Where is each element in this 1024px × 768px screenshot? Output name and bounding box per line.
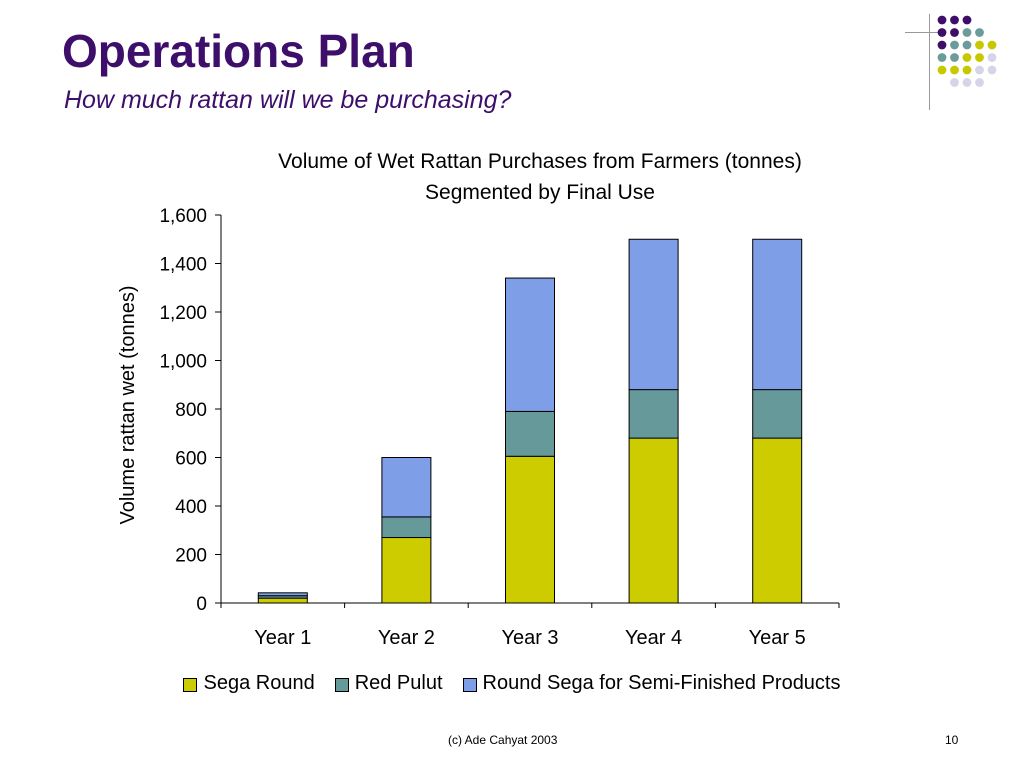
chart-legend: Sega Round Red Pulut Round Sega for Semi-F…: [0, 672, 1024, 695]
bar-segment-round-sega-for-semi-finished-products: [381, 457, 432, 518]
bar-segment-round-sega-for-semi-finished-products: [505, 277, 555, 412]
bar-segment-round-sega-for-semi-finished-products: [257, 592, 308, 597]
legend-label: Red Pulut: [354, 672, 443, 694]
decorative-dot: [950, 65, 959, 75]
decorative-dot: [962, 53, 972, 62]
legend-item: Round Sega for Semi-Finished Products: [462, 672, 841, 695]
decorative-dot: [987, 53, 997, 62]
decorative-dot: [937, 65, 947, 75]
bar-segment-sega-round: [505, 455, 555, 604]
bar-segment-sega-round: [628, 437, 679, 604]
chart-title: Volume of Wet Rattan Purchases from Farm…: [278, 150, 802, 173]
bar-segment-round-sega-for-semi-finished-products: [752, 238, 803, 391]
y-axis-label: Volume rattan wet (tonnes): [117, 285, 139, 524]
decorative-dot: [962, 28, 972, 37]
x-tick-label: Year 1: [254, 627, 311, 649]
decorative-dot: [937, 40, 947, 50]
decorative-dot: [987, 40, 997, 50]
decorative-dot: [950, 40, 959, 50]
y-tick-label: 0: [196, 594, 207, 615]
chart-subtitle: Segmented by Final Use: [425, 181, 655, 204]
decorative-dot: [937, 53, 947, 62]
decorative-vertical-line: [929, 14, 930, 110]
legend-swatch: [334, 677, 349, 692]
decorative-dot: [937, 15, 947, 25]
page-number: 10: [945, 733, 959, 747]
bar-segment-round-sega-for-semi-finished-products: [628, 238, 679, 391]
legend-item: Sega Round: [183, 672, 315, 695]
y-tick-label: 1,000: [159, 352, 207, 373]
bar-segment-red-pulut: [381, 516, 432, 539]
legend-item: Red Pulut: [334, 672, 443, 695]
x-tick-label: Year 2: [378, 627, 435, 649]
y-tick-label: 1,400: [159, 255, 207, 276]
x-tick-label: Year 3: [501, 627, 558, 649]
legend-label: Round Sega for Semi-Finished Products: [482, 672, 841, 694]
decorative-dot: [950, 15, 959, 25]
slide-title: Operations Plan: [62, 25, 415, 77]
decorative-dot: [975, 53, 984, 62]
bar-segment-red-pulut: [752, 389, 803, 439]
footer-credit: (c) Ade Cahyat 2003: [448, 733, 558, 747]
decorative-dot: [950, 53, 959, 62]
legend-label: Sega Round: [203, 672, 315, 694]
bar-segment-sega-round: [381, 537, 432, 604]
bar-segment-sega-round: [257, 597, 308, 604]
decorative-dot: [987, 65, 997, 75]
bar-segment-red-pulut: [505, 410, 555, 457]
decorative-dot: [962, 78, 972, 87]
decorative-dot: [975, 40, 984, 50]
decorative-dot: [975, 78, 984, 87]
decorative-dot: [975, 28, 984, 37]
legend-swatch: [183, 677, 198, 692]
legend-swatch: [462, 677, 477, 692]
x-tick-label: Year 4: [625, 627, 682, 649]
decorative-dot: [950, 28, 959, 37]
bar-segment-red-pulut: [628, 389, 679, 439]
decorative-dot: [962, 40, 972, 50]
x-tick-label: Year 5: [749, 627, 806, 649]
y-tick-label: 1,600: [159, 206, 207, 227]
y-tick-label: 400: [175, 497, 207, 518]
decorative-dot-grid: [937, 15, 997, 87]
y-tick-label: 800: [175, 400, 207, 421]
y-tick-label: 600: [175, 449, 207, 470]
bar-segment-sega-round: [752, 437, 803, 604]
decorative-dot: [950, 78, 959, 87]
stacked-bar-chart: Volume of Wet Rattan Purchases from Farm…: [117, 150, 840, 649]
slide-subtitle: How much rattan will we be purchasing?: [64, 86, 512, 114]
y-tick-label: 1,200: [159, 303, 207, 324]
decorative-dot: [975, 65, 984, 75]
decorative-horizontal-line: [905, 32, 945, 33]
y-tick-label: 200: [175, 546, 207, 567]
decorative-dot: [962, 15, 972, 25]
decorative-dot: [937, 28, 947, 37]
decorative-dot: [962, 65, 972, 75]
